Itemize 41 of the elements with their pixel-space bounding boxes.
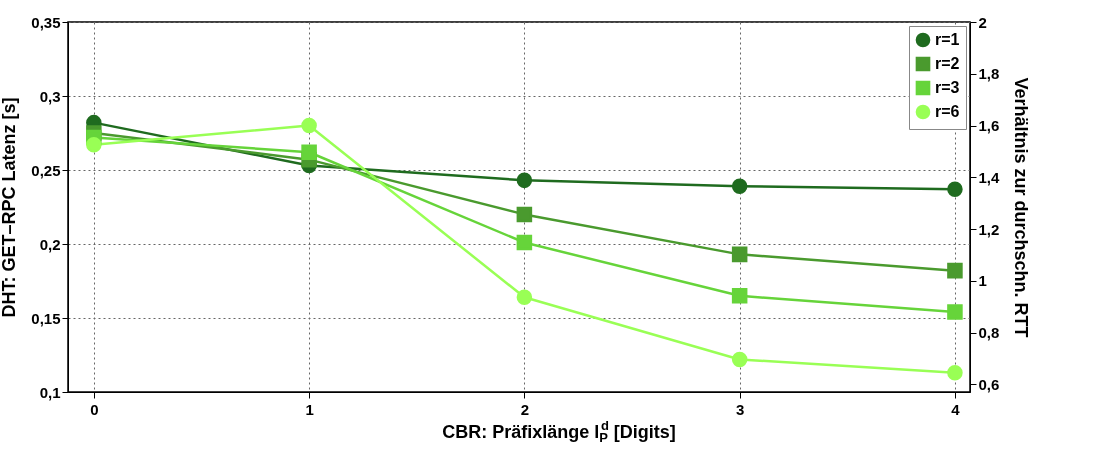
y2-tick-label: 1: [978, 272, 987, 290]
legend-label: r=2: [935, 55, 960, 72]
point: [947, 181, 963, 197]
x-tick-label: 3: [735, 400, 745, 418]
point: [947, 365, 963, 381]
y-tick-label: 0,15: [31, 309, 61, 327]
y-tick-label: 0,25: [31, 161, 61, 179]
point: [947, 304, 963, 320]
point: [86, 137, 102, 153]
point: [731, 351, 748, 368]
point: [516, 289, 533, 306]
point: [947, 262, 963, 279]
legend-label: r=3: [935, 79, 960, 96]
y2-tick-label: 1,6: [978, 117, 1000, 135]
point: [301, 144, 317, 161]
legend-label: r=1: [935, 31, 960, 48]
x-tick-label: 0: [90, 400, 99, 418]
legend-label: r=6: [935, 103, 960, 120]
point: [731, 246, 748, 263]
y2-tick-label: 1,8: [978, 65, 1000, 83]
y2-tick-label: 0,6: [978, 375, 1000, 393]
y2-tick-label: 1,2: [978, 220, 1000, 238]
point: [516, 206, 533, 223]
y-tick-label: 0,1: [39, 383, 61, 401]
y-tick-label: 0,35: [31, 13, 61, 31]
y-tick-label: 0,2: [39, 235, 61, 253]
y2-tick-label: 2: [978, 13, 987, 31]
x-tick-label: 4: [951, 400, 961, 418]
point: [516, 172, 533, 189]
x-axis-title: CBR: Präfixlänge l$_{P}$$^{d}$ [Digits]: [441, 418, 677, 445]
y-axis-title: DHT: GET–RPC Latenz [s]: [0, 97, 20, 318]
point: [516, 234, 533, 251]
y2-axis-title: Verhältnis zur durchschn. RTT: [1011, 77, 1032, 338]
y2-tick-label: 1,4: [978, 168, 1001, 186]
point: [731, 178, 748, 195]
point: [731, 288, 748, 304]
x-tick-label: 1: [305, 400, 314, 418]
y-tick-label: 0,3: [39, 87, 61, 105]
point: [301, 117, 317, 134]
y2-tick-label: 0,8: [978, 324, 1000, 342]
x-tick-label: 2: [520, 400, 530, 418]
